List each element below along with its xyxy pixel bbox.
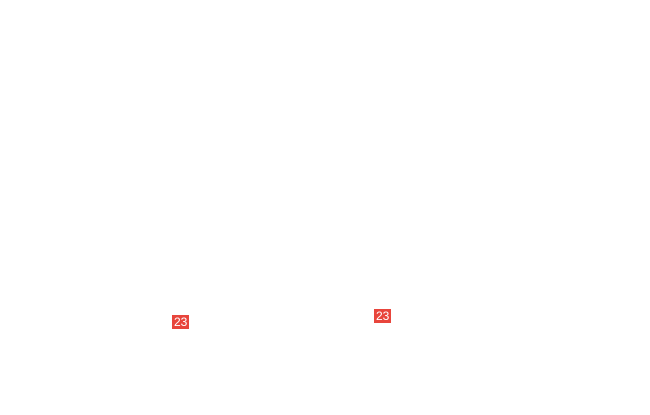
count-badge: 23 (374, 309, 392, 323)
count-badge: 23 (172, 315, 190, 329)
